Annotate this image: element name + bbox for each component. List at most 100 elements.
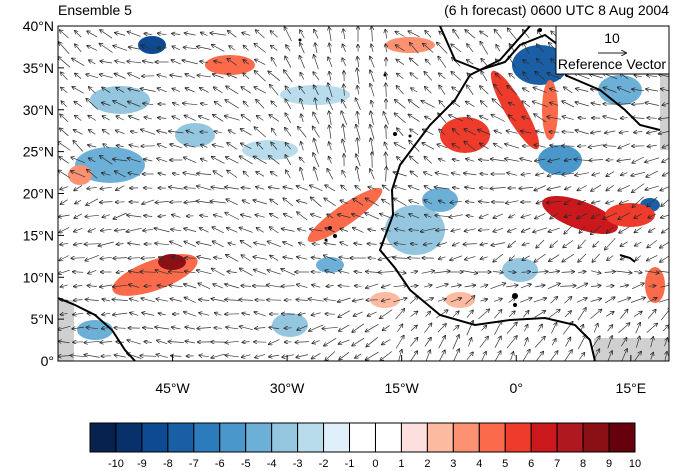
wind-vector: [547, 201, 562, 203]
wind-vector: [324, 198, 336, 207]
wind-vector: [481, 326, 487, 331]
wind-vector: [547, 73, 561, 80]
wind-vector: [464, 285, 476, 287]
wind-vector: [550, 103, 559, 106]
wind-vector: [631, 283, 644, 290]
wind-vector: [492, 99, 504, 110]
wind-vector: [467, 60, 474, 65]
wind-vector: [183, 173, 198, 176]
wind-vector: [464, 141, 477, 151]
wind-vector: [157, 285, 167, 286]
wind-vector: [200, 228, 209, 233]
wind-vector: [437, 144, 447, 149]
wind-vector: [604, 272, 615, 273]
wind-vector: [113, 285, 128, 287]
wind-vector: [89, 60, 96, 65]
reference-vector-value: 10: [604, 30, 620, 46]
wind-vector: [58, 215, 70, 217]
wind-vector: [201, 145, 208, 148]
wind-vector: [618, 87, 631, 94]
wind-vector: [367, 244, 377, 245]
wind-vector: [269, 115, 279, 122]
wind-vector: [328, 57, 333, 68]
wind-vector: [394, 198, 407, 207]
wind-vector: [285, 113, 292, 124]
wind-vector: [354, 243, 363, 245]
wind-vector: [324, 243, 336, 245]
wind-vector: [301, 114, 303, 123]
wind-vector: [271, 142, 278, 150]
wind-vector: [449, 214, 464, 218]
wind-vector: [282, 314, 295, 315]
wind-vector: [157, 340, 168, 345]
wind-vector: [548, 171, 561, 177]
wind-vector: [632, 156, 645, 163]
wind-vector: [239, 156, 253, 165]
wind-vector: [103, 144, 110, 149]
wind-vector: [435, 215, 450, 216]
wind-vector: [480, 86, 489, 95]
wind-vector: [322, 327, 338, 328]
wind-vector: [533, 87, 547, 93]
wind-vector: [171, 229, 182, 230]
wind-vector: [634, 271, 642, 272]
positive-anomaly-blob: [542, 80, 558, 140]
negative-anomaly-blob: [502, 258, 538, 282]
wind-vector: [522, 255, 530, 260]
wind-vector: [632, 89, 645, 91]
wind-vector: [659, 130, 669, 134]
wind-vector: [537, 59, 544, 66]
wind-vector: [591, 336, 600, 349]
wind-vector: [157, 75, 167, 78]
wind-vector: [647, 197, 658, 206]
wind-vector: [395, 229, 406, 231]
wind-vector: [421, 101, 435, 108]
wind-vector: [522, 243, 530, 245]
wind-vector: [313, 153, 320, 168]
wind-vector: [227, 170, 238, 178]
wind-vector: [311, 313, 321, 316]
wind-vector: [201, 159, 208, 162]
wind-vector: [547, 186, 561, 190]
wind-vector: [659, 74, 669, 78]
wind-vector: [338, 214, 351, 218]
positive-anomaly-blob: [542, 196, 618, 234]
wind-vector: [240, 268, 253, 276]
wind-vector: [607, 325, 613, 332]
wind-vector: [490, 187, 506, 188]
wind-vector: [551, 323, 556, 334]
lat-tick-label: 10°N: [23, 269, 54, 285]
wind-vector: [271, 46, 278, 51]
wind-vector: [383, 185, 390, 191]
wind-vector: [434, 271, 450, 273]
colorbar-swatch: [141, 422, 169, 453]
colorbar-label: -1: [345, 458, 355, 470]
wind-vector: [128, 258, 140, 259]
wind-vector: [394, 113, 406, 124]
wind-vector: [297, 325, 308, 330]
plot-right-title: (6 h forecast) 0600 UTC 8 Aug 2004: [444, 2, 669, 18]
wind-vector: [227, 143, 238, 150]
wind-vector: [646, 89, 659, 91]
wind-vector: [410, 129, 419, 136]
wind-vector: [533, 101, 548, 107]
wind-vector: [75, 73, 82, 79]
wind-vector: [60, 313, 68, 314]
lat-tick-label: 30°N: [23, 102, 54, 118]
wind-vector: [505, 144, 520, 149]
wind-vector: [563, 240, 574, 248]
wind-vector: [385, 44, 386, 53]
wind-vector: [227, 271, 237, 272]
colorbar-label: -7: [189, 458, 199, 470]
wind-vector: [619, 285, 628, 287]
wind-vector: [184, 241, 196, 247]
wind-vector: [326, 286, 334, 287]
wind-vector: [424, 243, 433, 244]
wind-vector: [634, 131, 643, 132]
wind-vector: [535, 213, 546, 218]
wind-vector: [325, 351, 336, 361]
wind-vector: [533, 227, 548, 232]
wind-vector: [60, 128, 69, 137]
wind-vector: [89, 158, 96, 163]
